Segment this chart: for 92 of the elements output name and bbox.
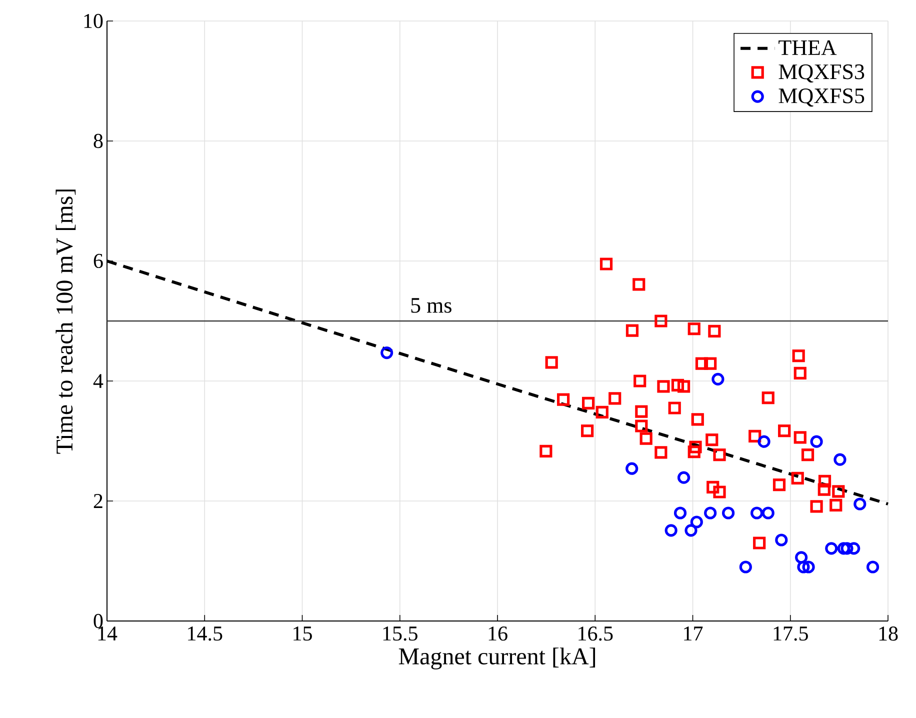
x-tick-label: 16.5	[578, 626, 613, 641]
point	[750, 506, 764, 520]
point	[581, 424, 594, 438]
x-tick-label: 15.5	[383, 626, 418, 641]
y-tick-label: 6	[94, 254, 103, 268]
x-tick-label: 18	[879, 626, 898, 641]
point	[772, 478, 786, 492]
point	[818, 474, 832, 488]
y-tick-label: 2	[94, 494, 102, 508]
point	[635, 405, 648, 418]
x-tick-label: 17	[684, 626, 703, 640]
point	[596, 406, 608, 418]
x-tick-label: 14.5	[188, 626, 222, 641]
point	[840, 542, 854, 555]
point	[677, 380, 690, 393]
point	[830, 498, 842, 512]
legend-label: MQXFS5	[778, 88, 864, 107]
point	[794, 431, 806, 444]
y-tick-label: 4	[93, 374, 104, 388]
point	[775, 534, 788, 546]
point	[801, 448, 814, 462]
point	[739, 560, 752, 574]
point	[712, 372, 724, 386]
point	[704, 357, 717, 370]
point	[818, 483, 830, 496]
point	[677, 471, 690, 484]
point	[794, 366, 806, 380]
legend-label: MQXFS3	[778, 64, 864, 83]
point	[684, 524, 698, 537]
point	[706, 480, 720, 494]
point	[837, 542, 850, 555]
x-tick-label: 16	[488, 626, 508, 641]
x-tick-label: 17.5	[774, 626, 808, 641]
point	[654, 446, 668, 459]
x-axis-title: Magnet current [kA]	[398, 648, 596, 670]
point	[634, 374, 646, 388]
point	[654, 314, 668, 328]
point	[713, 486, 726, 498]
point	[848, 542, 860, 555]
legend-label: THEA	[778, 40, 837, 55]
point	[778, 424, 791, 438]
point	[797, 560, 810, 574]
point	[695, 357, 708, 370]
point	[758, 435, 770, 448]
point	[674, 506, 687, 520]
point	[691, 413, 704, 426]
point	[380, 346, 394, 360]
x-tick-label: 14	[98, 626, 118, 640]
point	[689, 440, 702, 454]
point	[791, 472, 804, 484]
point	[810, 435, 823, 448]
point	[671, 378, 684, 392]
point	[832, 485, 845, 498]
y-tick-label: 0	[94, 614, 103, 628]
point	[762, 392, 774, 404]
point	[708, 324, 721, 338]
y-tick-label: 8	[94, 134, 103, 148]
point	[688, 322, 700, 336]
x-tick-label: 15	[294, 626, 312, 641]
point	[795, 551, 808, 564]
point	[668, 402, 681, 414]
point	[600, 258, 613, 270]
point	[762, 506, 774, 520]
point	[640, 432, 652, 445]
ref-line-label: 5 ms	[411, 298, 452, 313]
point	[706, 434, 718, 446]
point	[722, 506, 735, 520]
point	[690, 516, 703, 528]
point	[753, 536, 766, 550]
point	[810, 500, 823, 513]
point	[866, 560, 880, 574]
point	[557, 393, 570, 406]
point	[854, 498, 866, 510]
point	[626, 462, 638, 475]
point	[582, 396, 595, 410]
point	[688, 445, 700, 458]
point	[632, 278, 646, 291]
point	[802, 560, 815, 574]
point	[664, 524, 678, 537]
point	[713, 448, 726, 462]
point	[657, 380, 670, 393]
point	[540, 444, 552, 458]
point	[635, 420, 648, 432]
point	[834, 453, 846, 466]
point	[825, 542, 838, 555]
point	[704, 506, 717, 520]
point	[626, 324, 639, 337]
y-tick-label: 10	[84, 14, 103, 28]
point	[792, 350, 805, 362]
y-axis-title: Time to reach 100 mV [ms]	[56, 190, 76, 454]
point	[545, 356, 558, 369]
point	[608, 392, 622, 405]
